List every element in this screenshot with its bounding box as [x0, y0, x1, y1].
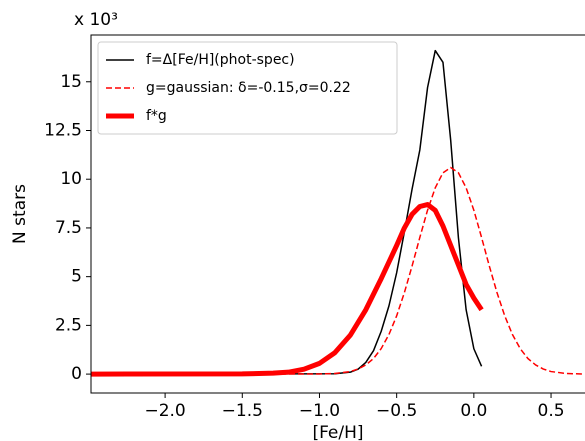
series-line	[91, 166, 582, 375]
y-axis-label: N stars	[10, 184, 30, 244]
x-tick-label: 0.5	[538, 401, 565, 421]
x-tick-label: −1.0	[299, 401, 340, 421]
series-line	[91, 49, 483, 375]
plot-frame	[90, 34, 585, 394]
x-axis-label: [Fe/H]	[312, 423, 363, 441]
legend-label: f*g	[146, 108, 167, 124]
y-tick-label: 12.5	[44, 120, 82, 140]
x-tick-label: −0.5	[376, 401, 417, 421]
x-tick-label: −2.0	[144, 401, 185, 421]
y-tick-label: 5	[71, 267, 82, 287]
series-line	[91, 202, 484, 377]
legend-label: g=gaussian: δ=-0.15,σ=0.22	[146, 80, 351, 96]
y-tick-label: 0	[71, 364, 82, 384]
x-tick-label: −1.5	[222, 401, 263, 421]
y-tick-label: 15	[60, 72, 82, 92]
y-tick-label: 2.5	[55, 315, 82, 335]
x-tick-label: 0.0	[460, 401, 487, 421]
legend-label: f=Δ[Fe/H](phot-spec)	[146, 52, 295, 68]
y-tick-label: 7.5	[55, 218, 82, 238]
y-tick-label: 10	[60, 169, 82, 189]
y-offset-label: x 10³	[74, 10, 118, 30]
legend-box	[97, 41, 398, 135]
